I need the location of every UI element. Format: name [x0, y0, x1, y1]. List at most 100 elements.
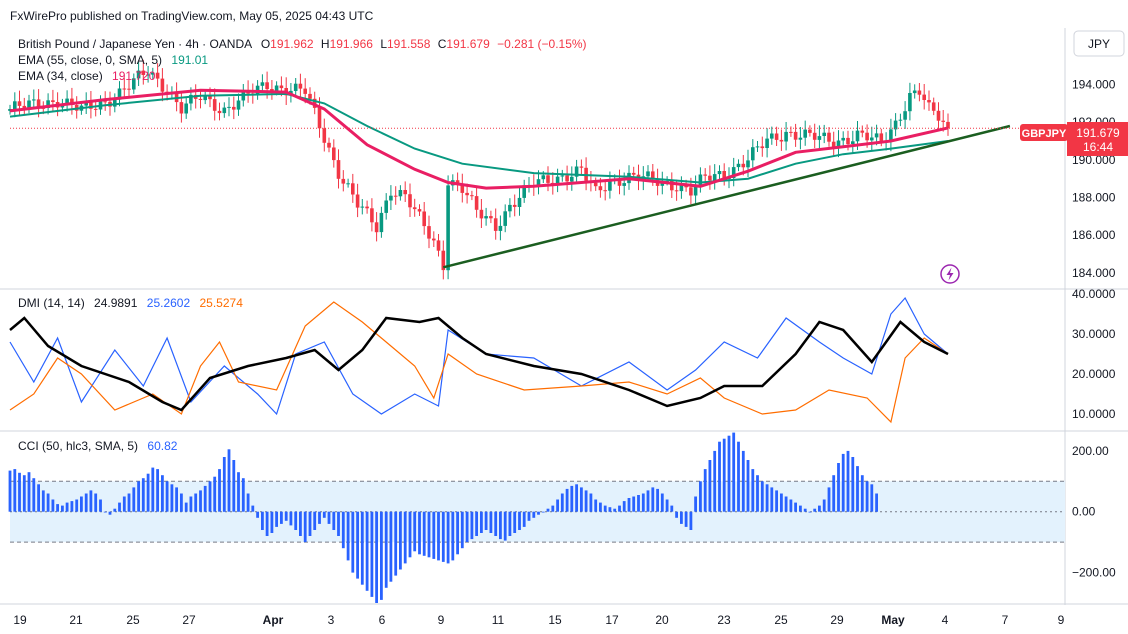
cci-bar [856, 466, 859, 512]
candle-body [593, 182, 598, 187]
cci-bar [465, 511, 469, 543]
cci-bar [494, 511, 498, 536]
cci-bar [32, 478, 36, 512]
candle-body [17, 101, 22, 106]
candle-body [946, 121, 950, 129]
cci-label: CCI (50, hlc3, SMA, 5) [18, 439, 138, 453]
candle-body [874, 133, 879, 138]
cci-bar [65, 502, 69, 512]
cci-bar [27, 472, 31, 512]
cci-bar [808, 511, 812, 513]
time-axis-label: 11 [492, 613, 505, 627]
cci-bar [541, 511, 545, 513]
time-axis-label: 23 [717, 613, 731, 627]
cci-bar [437, 511, 440, 561]
candle-body [708, 175, 712, 181]
price-axis-label: 194.000 [1072, 78, 1116, 92]
cci-bar [646, 490, 650, 512]
candle-body [160, 78, 165, 92]
cci-bar [760, 481, 764, 512]
time-axis-label: 4 [942, 613, 949, 627]
candle-body [717, 171, 722, 175]
candle-body [341, 178, 346, 184]
candle-body [293, 83, 298, 91]
cci-bar [508, 511, 512, 536]
candle-body [332, 147, 336, 161]
candle-body [132, 78, 136, 90]
candle-body [317, 107, 322, 129]
candle-body [579, 166, 584, 168]
candle-body [384, 200, 388, 213]
cci-bar [199, 490, 202, 512]
cci-bar [165, 481, 169, 512]
cci-bar [770, 487, 774, 512]
cci-bar [141, 478, 145, 512]
cci-bar [737, 441, 740, 512]
candle-body [798, 137, 803, 140]
cci-bar [132, 487, 136, 512]
candle-body [208, 96, 212, 100]
cci-legend[interactable]: CCI (50, hlc3, SMA, 5) 60.82 [18, 439, 178, 453]
cci-bar [694, 496, 697, 512]
cci-bar [399, 511, 402, 570]
cci-bar [222, 457, 226, 512]
time-axis-label: Apr [263, 613, 284, 627]
candle-body [441, 250, 446, 271]
cci-bar [527, 511, 531, 521]
price-axis-label: 190.000 [1072, 153, 1116, 167]
cci-bar [470, 511, 474, 540]
adx-value: 24.9891 [94, 296, 138, 310]
cci-bar [675, 511, 678, 518]
time-axis-label: 27 [182, 613, 196, 627]
candle-body [608, 180, 612, 191]
candle-body [365, 206, 369, 209]
cci-bar [137, 481, 140, 512]
candle-body [512, 204, 517, 207]
cci-bar [213, 476, 217, 512]
candle-body [879, 133, 884, 142]
candle-body [146, 74, 150, 76]
support-trendline[interactable] [442, 124, 1011, 269]
time-axis-label: 17 [605, 613, 619, 627]
dmi-pane[interactable] [0, 290, 1065, 430]
candle-body [84, 101, 88, 106]
cci-bar [146, 473, 150, 512]
ema55-legend[interactable]: EMA (55, close, 0, SMA, 5) 191.01 [18, 53, 208, 67]
price-pane[interactable] [0, 28, 1065, 288]
cci-bar [451, 511, 455, 561]
cci-bar [161, 475, 164, 512]
cci-bar [751, 469, 755, 512]
cci-axis-label: −200.00 [1072, 566, 1116, 580]
candle-body [412, 207, 417, 210]
ema34-legend[interactable]: EMA (34, close) 191.720 [18, 69, 156, 83]
candle-body [698, 174, 703, 187]
cci-bar [632, 496, 636, 512]
candle-body [179, 102, 184, 114]
symbol-legend[interactable]: British Pound / Japanese Yen · 4h · OAND… [18, 37, 587, 51]
cci-bar [537, 511, 540, 515]
cci-bar [208, 481, 212, 512]
candle-body [274, 85, 279, 92]
lightning-icon[interactable] [940, 264, 960, 284]
cci-bar [718, 441, 721, 512]
cci-bar [332, 511, 336, 530]
cci-bar [499, 511, 502, 540]
cci-bar [180, 493, 183, 512]
candle-body [565, 175, 569, 182]
currency-button-label[interactable]: JPY [1088, 37, 1110, 51]
time-axis-label: 25 [126, 613, 140, 627]
last-price-value: 191.679 [1076, 126, 1120, 140]
candle-body [760, 146, 765, 149]
dmi-axis-label: 40.0000 [1072, 287, 1116, 301]
price-axis-label: 186.000 [1072, 228, 1116, 242]
candle-body [570, 176, 574, 182]
candle-body [560, 175, 565, 177]
dmi-legend[interactable]: DMI (14, 14) 24.9891 25.2602 25.5274 [18, 296, 243, 310]
cci-bar [484, 511, 488, 530]
currency-button[interactable] [1073, 30, 1125, 57]
time-axis-label: 9 [1058, 613, 1065, 627]
candle-body [812, 132, 817, 140]
candle-body [898, 119, 903, 121]
time-axis-label: 15 [548, 613, 562, 627]
